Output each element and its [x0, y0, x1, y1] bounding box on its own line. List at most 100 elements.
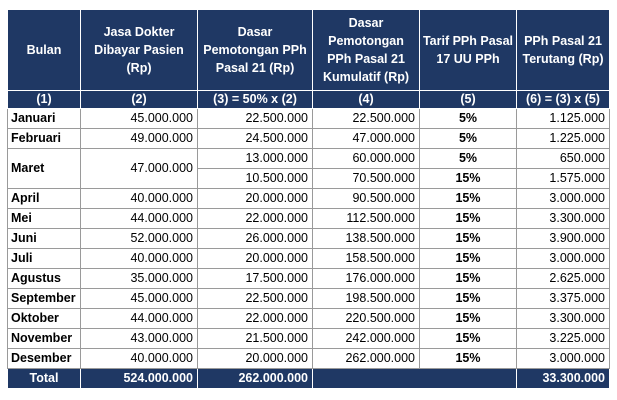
cell-jasa: 45.000.000 — [80, 108, 198, 129]
cell-month: Oktober — [7, 308, 81, 329]
cell-tarif: 15% — [419, 328, 517, 349]
table-row: Juni 52.000.000 26.000.000 138.500.000 1… — [7, 228, 610, 249]
header-pph-terutang: PPh Pasal 21 Terutang (Rp) — [516, 9, 610, 91]
cell-dasar: 22.000.000 — [197, 208, 313, 229]
cell-tarif: 15% — [419, 208, 517, 229]
cell-pph: 3.000.000 — [516, 248, 610, 269]
cell-jasa: 45.000.000 — [80, 288, 198, 309]
cell-pph: 1.225.000 — [516, 128, 610, 149]
cell-jasa-merged: 47.000.000 — [80, 148, 198, 189]
index-5: (5) — [419, 90, 517, 109]
cell-month: April — [7, 188, 81, 209]
header-tarif: Tarif PPh Pasal 17 UU PPh — [419, 9, 517, 91]
cell-month: Agustus — [7, 268, 81, 289]
table-row: Maret 47.000.000 13.000.000 60.000.000 5… — [7, 148, 610, 189]
cell-month: Januari — [7, 108, 81, 129]
cell-pph: 3.000.000 — [516, 188, 610, 209]
cell-tarif: 15% — [419, 228, 517, 249]
table-row: Februari 49.000.000 24.500.000 47.000.00… — [7, 128, 610, 149]
cell-dasar: 13.000.000 — [197, 148, 313, 169]
cell-dasar: 20.000.000 — [197, 248, 313, 269]
cell-jasa: 44.000.000 — [80, 308, 198, 329]
cell-month-merged: Maret — [7, 148, 81, 189]
table-row: Oktober 44.000.000 22.000.000 220.500.00… — [7, 308, 610, 329]
cell-dasar: 22.500.000 — [197, 108, 313, 129]
table-row: Mei 44.000.000 22.000.000 112.500.000 15… — [7, 208, 610, 229]
table-row: Januari 45.000.000 22.500.000 22.500.000… — [7, 108, 610, 129]
total-row: Total 524.000.000 262.000.000 33.300.000 — [7, 368, 610, 389]
cell-dasar: 24.500.000 — [197, 128, 313, 149]
cell-kumulatif: 220.500.000 — [312, 308, 420, 329]
index-1: (1) — [7, 90, 81, 109]
cell-pph: 3.000.000 — [516, 348, 610, 369]
cell-tarif: 15% — [419, 248, 517, 269]
cell-pph: 3.900.000 — [516, 228, 610, 249]
cell-kumulatif: 242.000.000 — [312, 328, 420, 349]
cell-month: Juni — [7, 228, 81, 249]
cell-kumulatif: 176.000.000 — [312, 268, 420, 289]
table-row: Desember 40.000.000 20.000.000 262.000.0… — [7, 348, 610, 369]
table-row: September 45.000.000 22.500.000 198.500.… — [7, 288, 610, 309]
cell-kumulatif: 70.500.000 — [312, 168, 420, 189]
cell-pph: 1.125.000 — [516, 108, 610, 129]
cell-jasa: 52.000.000 — [80, 228, 198, 249]
cell-tarif: 15% — [419, 348, 517, 369]
pph21-table-container: Bulan Jasa Dokter Dibayar Pasien (Rp) Da… — [7, 9, 610, 389]
total-dasar: 262.000.000 — [197, 368, 313, 389]
cell-jasa: 44.000.000 — [80, 208, 198, 229]
cell-tarif: 5% — [419, 128, 517, 149]
cell-pph: 3.300.000 — [516, 308, 610, 329]
cell-pph: 2.625.000 — [516, 268, 610, 289]
cell-dasar: 26.000.000 — [197, 228, 313, 249]
cell-tarif: 5% — [419, 148, 517, 169]
header-dasar-kumulatif: Dasar Pemotongan PPh Pasal 21 Kumulatif … — [312, 9, 420, 91]
cell-kumulatif: 90.500.000 — [312, 188, 420, 209]
cell-dasar: 10.500.000 — [197, 168, 313, 189]
cell-kumulatif: 112.500.000 — [312, 208, 420, 229]
cell-kumulatif: 262.000.000 — [312, 348, 420, 369]
cell-kumulatif: 158.500.000 — [312, 248, 420, 269]
cell-dasar: 20.000.000 — [197, 348, 313, 369]
column-index-row: (1) (2) (3) = 50% x (2) (4) (5) (6) = (3… — [7, 90, 610, 109]
cell-pph: 3.375.000 — [516, 288, 610, 309]
cell-pph: 1.575.000 — [516, 168, 610, 189]
pph21-table: Bulan Jasa Dokter Dibayar Pasien (Rp) Da… — [7, 9, 610, 389]
cell-tarif: 15% — [419, 168, 517, 189]
total-empty — [312, 368, 517, 389]
header-dasar-pemotongan: Dasar Pemotongan PPh Pasal 21 (Rp) — [197, 9, 313, 91]
table-row: April 40.000.000 20.000.000 90.500.000 1… — [7, 188, 610, 209]
cell-jasa: 40.000.000 — [80, 248, 198, 269]
cell-kumulatif: 60.000.000 — [312, 148, 420, 169]
cell-jasa: 40.000.000 — [80, 348, 198, 369]
cell-month: November — [7, 328, 81, 349]
cell-dasar: 22.000.000 — [197, 308, 313, 329]
cell-dasar: 22.500.000 — [197, 288, 313, 309]
cell-tarif: 15% — [419, 268, 517, 289]
index-3: (3) = 50% x (2) — [197, 90, 313, 109]
cell-dasar: 20.000.000 — [197, 188, 313, 209]
cell-month: September — [7, 288, 81, 309]
index-4: (4) — [312, 90, 420, 109]
header-row: Bulan Jasa Dokter Dibayar Pasien (Rp) Da… — [7, 9, 610, 91]
cell-jasa: 49.000.000 — [80, 128, 198, 149]
cell-month: Mei — [7, 208, 81, 229]
cell-dasar: 21.500.000 — [197, 328, 313, 349]
cell-tarif: 15% — [419, 288, 517, 309]
cell-kumulatif: 22.500.000 — [312, 108, 420, 129]
cell-kumulatif: 138.500.000 — [312, 228, 420, 249]
cell-month: Desember — [7, 348, 81, 369]
total-pph: 33.300.000 — [516, 368, 610, 389]
cell-pph: 650.000 — [516, 148, 610, 169]
cell-jasa: 43.000.000 — [80, 328, 198, 349]
cell-tarif: 5% — [419, 108, 517, 129]
index-6: (6) = (3) x (5) — [516, 90, 610, 109]
table-row: Agustus 35.000.000 17.500.000 176.000.00… — [7, 268, 610, 289]
index-2: (2) — [80, 90, 198, 109]
cell-pph: 3.225.000 — [516, 328, 610, 349]
cell-tarif: 15% — [419, 308, 517, 329]
cell-month: Februari — [7, 128, 81, 149]
total-jasa: 524.000.000 — [80, 368, 198, 389]
total-label: Total — [7, 368, 81, 389]
table-row: November 43.000.000 21.500.000 242.000.0… — [7, 328, 610, 349]
cell-jasa: 40.000.000 — [80, 188, 198, 209]
